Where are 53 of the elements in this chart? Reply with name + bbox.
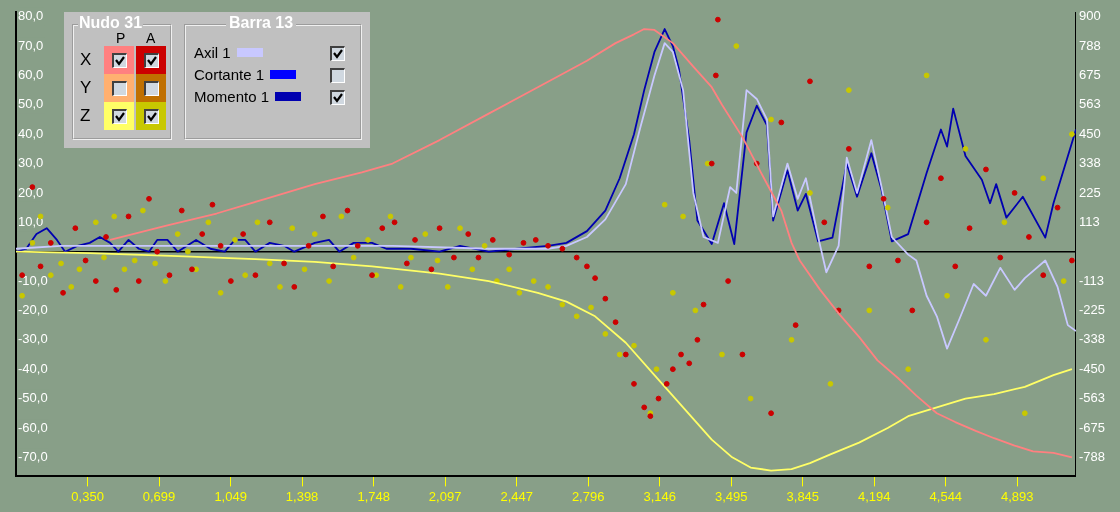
y-tick-label: 80,0 bbox=[18, 8, 44, 24]
y2-tick-label: -788 bbox=[1078, 448, 1106, 464]
legend-title: Barra 13 bbox=[226, 14, 297, 32]
y-tick-label: -10,0 bbox=[18, 272, 48, 288]
y2-tick-label: -225 bbox=[1078, 302, 1106, 318]
y-tick-label: 20,0 bbox=[18, 184, 44, 200]
x-tick-label: 1,398 bbox=[285, 488, 319, 504]
x-tick-label: 1,049 bbox=[214, 488, 247, 504]
y2-tick-label: 338 bbox=[1078, 155, 1101, 171]
x-tick-label: 2,097 bbox=[428, 488, 462, 504]
y-tick-label: -30,0 bbox=[18, 331, 48, 347]
y2-tick-label: 225 bbox=[1078, 184, 1101, 200]
y-tick-label: 40,0 bbox=[18, 125, 44, 141]
y-tick-label: -70,0 bbox=[18, 448, 48, 464]
y-tick-label: -20,0 bbox=[18, 302, 48, 318]
y-tick-label: 60,0 bbox=[18, 67, 44, 83]
y2-tick-label: 450 bbox=[1078, 125, 1101, 141]
y2-tick-label: -113 bbox=[1078, 272, 1105, 288]
legend-label: Axil 1 bbox=[194, 44, 231, 61]
x-tick-label: 4,893 bbox=[1000, 488, 1034, 504]
x-tick-label: 0,699 bbox=[142, 488, 176, 504]
annotation: Nudo 31 bbox=[78, 14, 144, 32]
y-tick-label: 70,0 bbox=[18, 37, 44, 53]
x-tick-label: 3,845 bbox=[786, 488, 820, 504]
annotation: Y bbox=[80, 78, 92, 98]
y2-tick-label: -338 bbox=[1078, 331, 1106, 347]
legend-label: Momento 1 bbox=[194, 88, 270, 105]
y-tick-label: 30,0 bbox=[18, 155, 44, 171]
y-tick-label: -50,0 bbox=[18, 390, 48, 406]
y2-tick-label: 900 bbox=[1078, 8, 1101, 24]
x-tick-label: 4,194 bbox=[857, 488, 891, 504]
x-tick-label: 2,796 bbox=[571, 488, 605, 504]
y2-tick-label: 113 bbox=[1078, 213, 1100, 229]
annotation: P bbox=[116, 30, 126, 46]
x-tick-label: 3,495 bbox=[714, 488, 748, 504]
y2-tick-label: 563 bbox=[1078, 96, 1101, 112]
y-tick-label: -40,0 bbox=[18, 360, 48, 376]
x-tick-label: 2,447 bbox=[500, 488, 533, 504]
y2-tick-label: 788 bbox=[1078, 37, 1101, 53]
x-tick-label: 3,146 bbox=[643, 488, 677, 504]
x-tick-label: 4,544 bbox=[929, 488, 963, 504]
x-tick-label: 0,350 bbox=[71, 488, 104, 504]
y2-tick-label: 675 bbox=[1078, 67, 1101, 83]
legend-label: Cortante 1 bbox=[194, 66, 265, 83]
y2-tick-label: -450 bbox=[1078, 360, 1106, 376]
x-tick-label: 1,748 bbox=[357, 488, 390, 504]
annotation: Z bbox=[80, 106, 91, 126]
annotation: A bbox=[146, 30, 156, 46]
y2-tick-label: -563 bbox=[1078, 390, 1106, 406]
y-tick-label: 50,0 bbox=[18, 96, 44, 112]
y2-tick-label: -675 bbox=[1078, 419, 1106, 435]
y-tick-label: -60,0 bbox=[18, 419, 48, 435]
annotation: X bbox=[80, 50, 92, 70]
